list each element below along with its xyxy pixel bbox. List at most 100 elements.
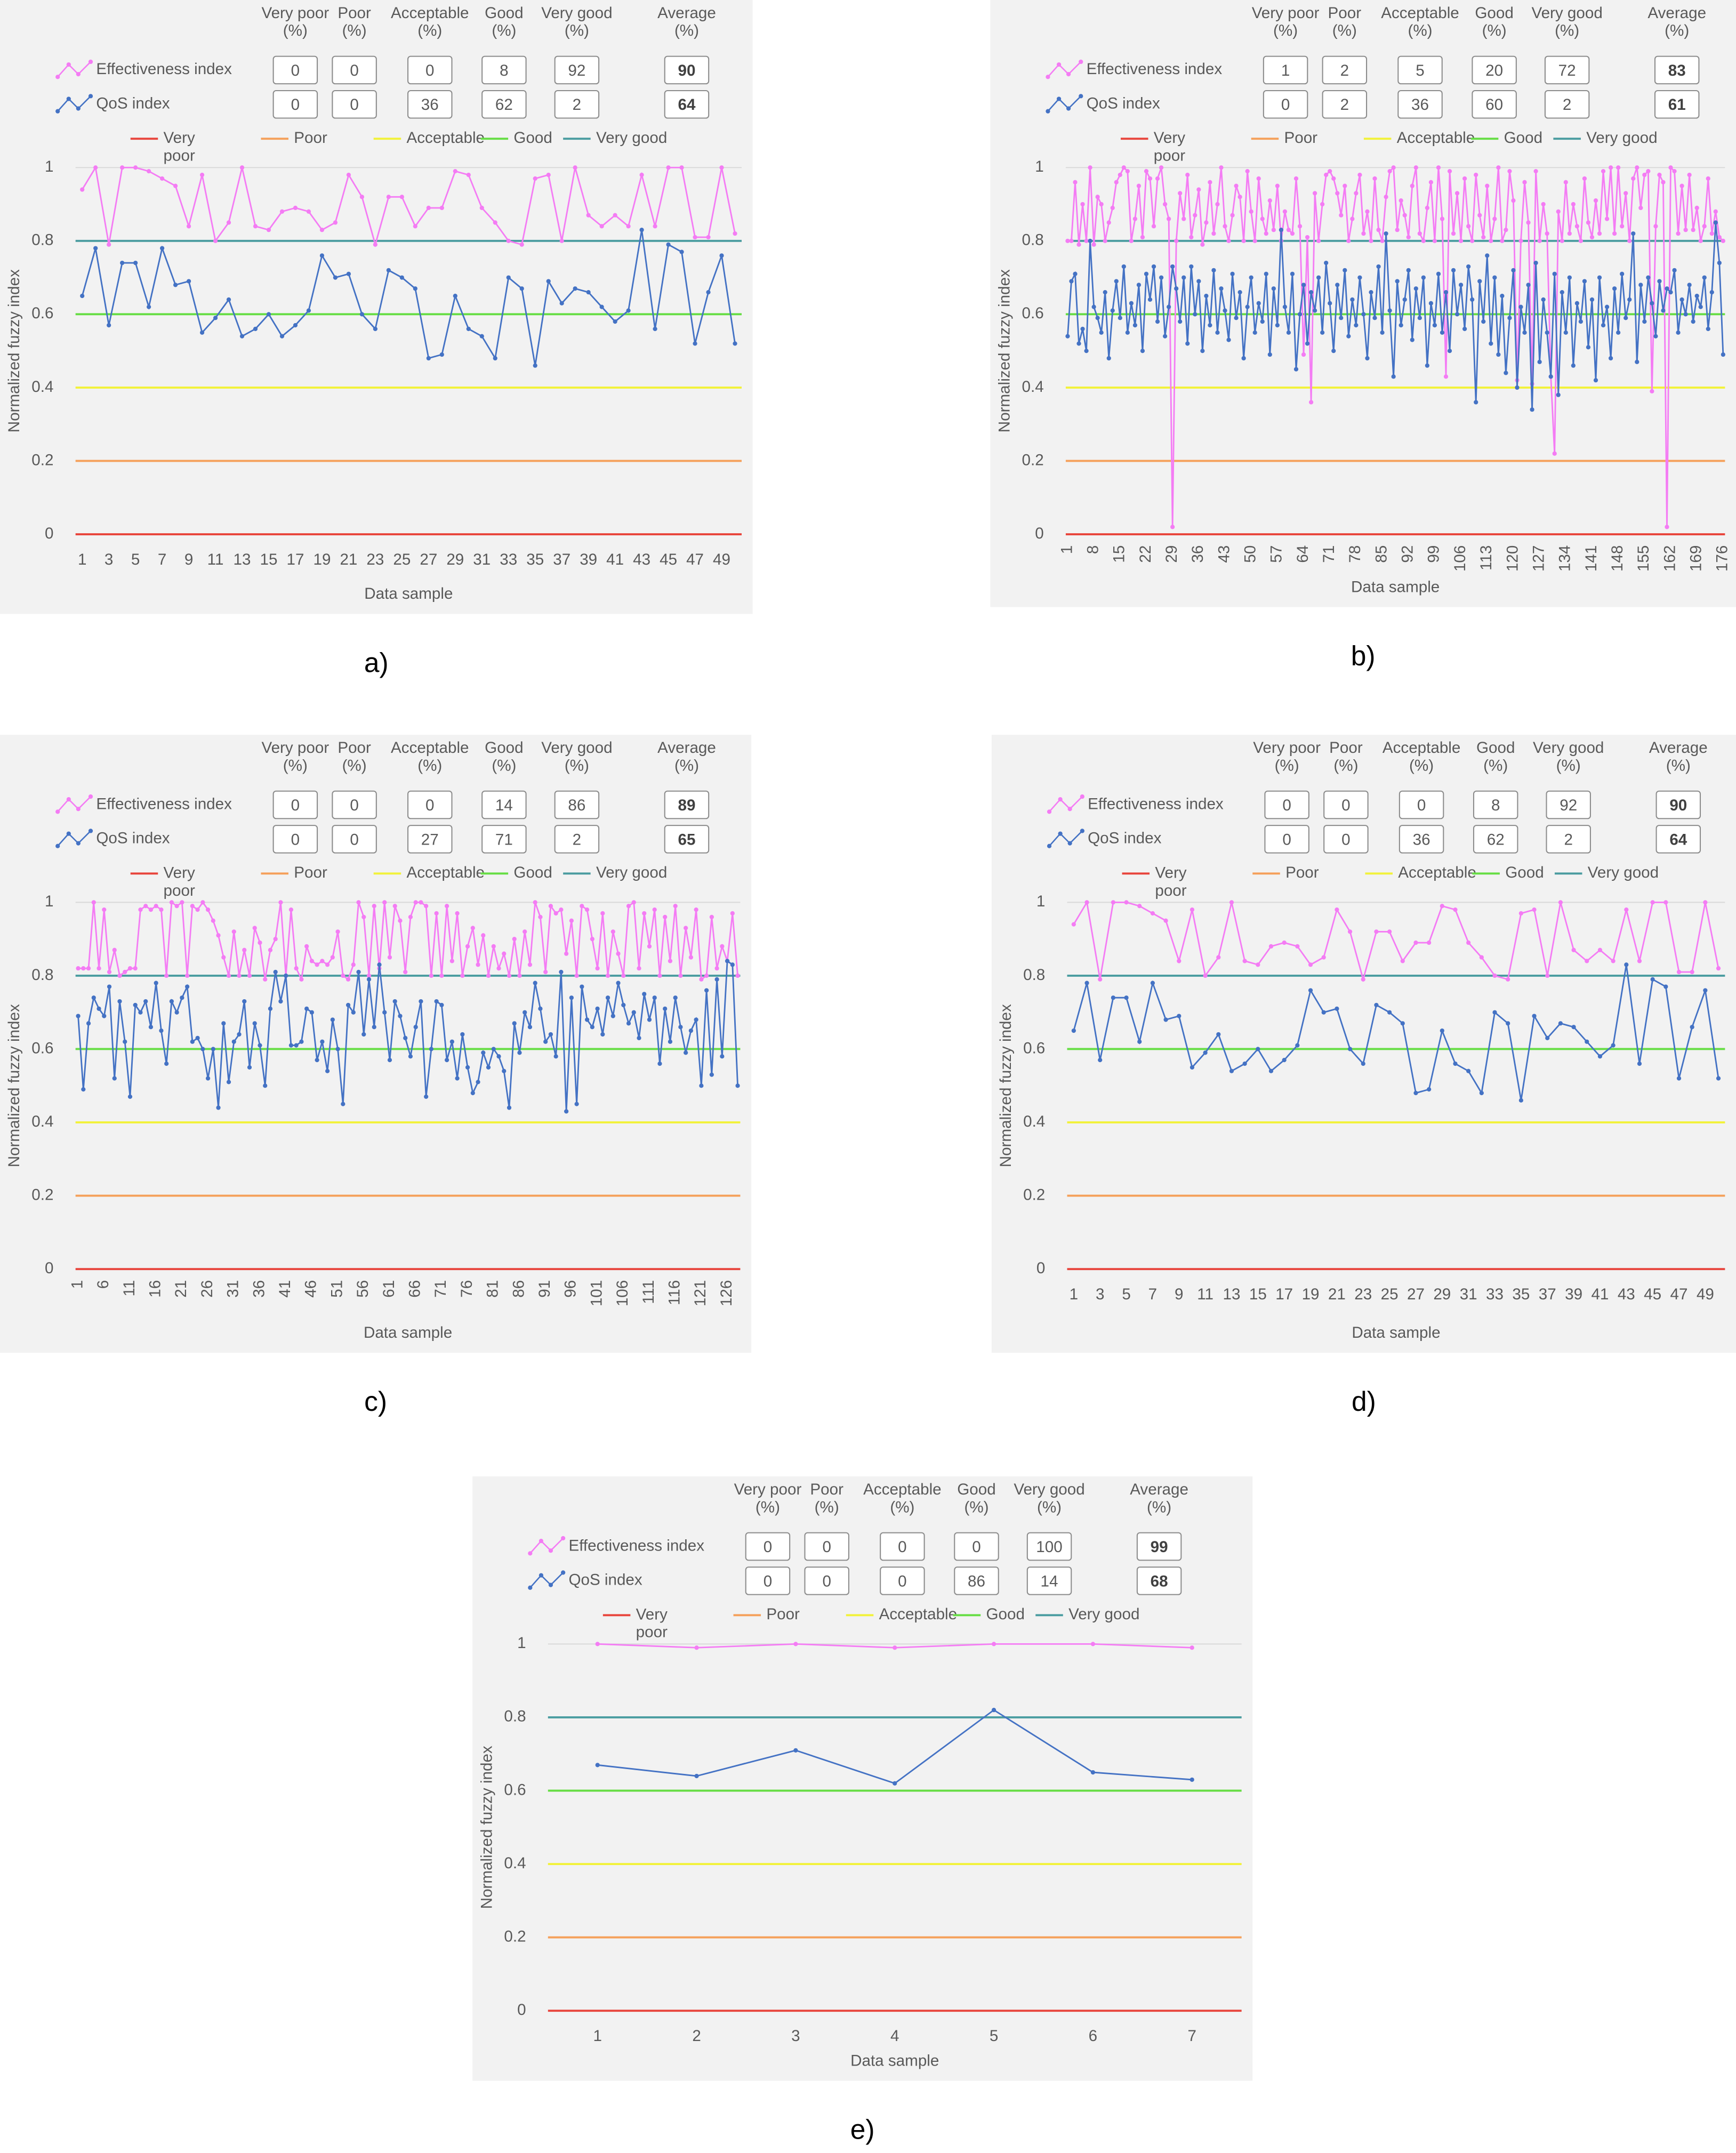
table-cell: [272, 825, 318, 854]
data-point: [1500, 293, 1505, 299]
legend-swatch: [57, 796, 91, 813]
data-point: [512, 937, 517, 942]
data-point: [1321, 955, 1326, 960]
table-cell: [1473, 790, 1518, 820]
data-point: [195, 1035, 200, 1040]
legend-marker: [66, 831, 71, 836]
data-point: [1593, 198, 1598, 203]
data-point: [1170, 264, 1175, 269]
y-axis-title: Normalized fuzzy index: [478, 1746, 495, 1909]
data-point: [190, 904, 195, 909]
y-tick-label: 0.4: [1023, 1113, 1045, 1130]
data-point: [1200, 242, 1205, 247]
data-point: [1578, 319, 1584, 324]
x-tick-label: 141: [1582, 545, 1600, 572]
table-cell: [745, 1566, 791, 1595]
table-cell: [407, 790, 453, 820]
table-value: 0: [1281, 96, 1290, 114]
x-tick-label: 11: [120, 1280, 138, 1297]
data-point: [1432, 323, 1437, 328]
table-value: 0: [350, 797, 358, 814]
data-point: [1417, 231, 1422, 236]
data-point: [1447, 349, 1452, 354]
data-point: [173, 283, 178, 287]
data-point: [112, 1076, 117, 1081]
data-point: [1380, 330, 1385, 335]
data-point: [120, 260, 125, 266]
x-tick-label: 35: [1512, 1286, 1530, 1303]
data-point: [1665, 525, 1669, 529]
data-point: [419, 999, 423, 1004]
data-point: [512, 1021, 517, 1026]
data-point: [1687, 172, 1692, 178]
legend-label: QoS index: [1087, 95, 1160, 113]
data-point: [133, 1002, 138, 1008]
x-tick-label: 7: [158, 551, 166, 568]
data-point: [200, 1047, 205, 1051]
x-tick-label: 46: [302, 1280, 320, 1298]
data-point: [527, 1025, 533, 1030]
table-cell: [272, 90, 318, 119]
x-tick-label: 134: [1556, 545, 1574, 572]
data-point: [1204, 293, 1209, 299]
legend-label: Very poor: [164, 864, 195, 899]
legend-marker: [55, 809, 60, 814]
data-point: [1399, 323, 1403, 328]
y-tick-label: 0.8: [31, 231, 53, 249]
data-point: [242, 999, 247, 1004]
data-point: [1103, 238, 1107, 243]
data-point: [580, 984, 584, 989]
y-tick-label: 0.6: [1022, 304, 1044, 322]
data-point: [123, 1039, 127, 1044]
data-point: [642, 911, 647, 916]
data-point: [102, 907, 107, 912]
table-header: Very poor (%): [734, 1481, 802, 1516]
data-point: [507, 973, 512, 978]
data-point: [1295, 1043, 1300, 1048]
table-value: 0: [350, 96, 358, 114]
x-tick-label: 96: [562, 1280, 580, 1298]
x-tick-label: 39: [580, 551, 597, 568]
data-point: [247, 973, 252, 978]
data-point: [720, 1054, 725, 1059]
data-point: [1593, 378, 1598, 383]
table-value: 2: [1564, 831, 1572, 848]
data-point: [663, 1006, 668, 1011]
data-point: [1533, 260, 1538, 266]
data-point: [491, 944, 496, 949]
data-point: [1282, 209, 1288, 214]
data-point: [652, 907, 657, 912]
x-tick-label: 41: [606, 551, 624, 568]
data-point: [419, 900, 423, 905]
x-tick-label: 3: [105, 551, 113, 568]
data-point: [1090, 1642, 1096, 1646]
table-value: 61: [1668, 96, 1686, 114]
data-point: [356, 900, 361, 905]
data-point: [1162, 334, 1168, 339]
data-point: [333, 275, 338, 280]
data-point: [1084, 981, 1089, 985]
data-point: [616, 951, 621, 956]
x-tick-label: 25: [393, 551, 411, 568]
table-cell: [1136, 1566, 1182, 1595]
data-point: [559, 907, 564, 912]
data-point: [1661, 180, 1666, 184]
data-point: [1343, 268, 1347, 272]
data-point: [205, 907, 211, 912]
data-point: [466, 172, 471, 178]
data-point: [1321, 1010, 1326, 1015]
data-point: [1683, 312, 1688, 317]
data-point: [1216, 955, 1221, 960]
data-point: [237, 973, 242, 978]
data-point: [1679, 297, 1684, 302]
data-point: [408, 1054, 413, 1059]
data-point: [1203, 1050, 1208, 1055]
data-point: [309, 1010, 314, 1015]
data-point: [559, 238, 564, 243]
data-point: [1650, 977, 1655, 982]
data-point: [1571, 947, 1576, 952]
y-tick-label: 0: [45, 1259, 53, 1277]
data-point: [637, 966, 641, 971]
data-point: [392, 904, 397, 909]
data-point: [1616, 330, 1621, 335]
